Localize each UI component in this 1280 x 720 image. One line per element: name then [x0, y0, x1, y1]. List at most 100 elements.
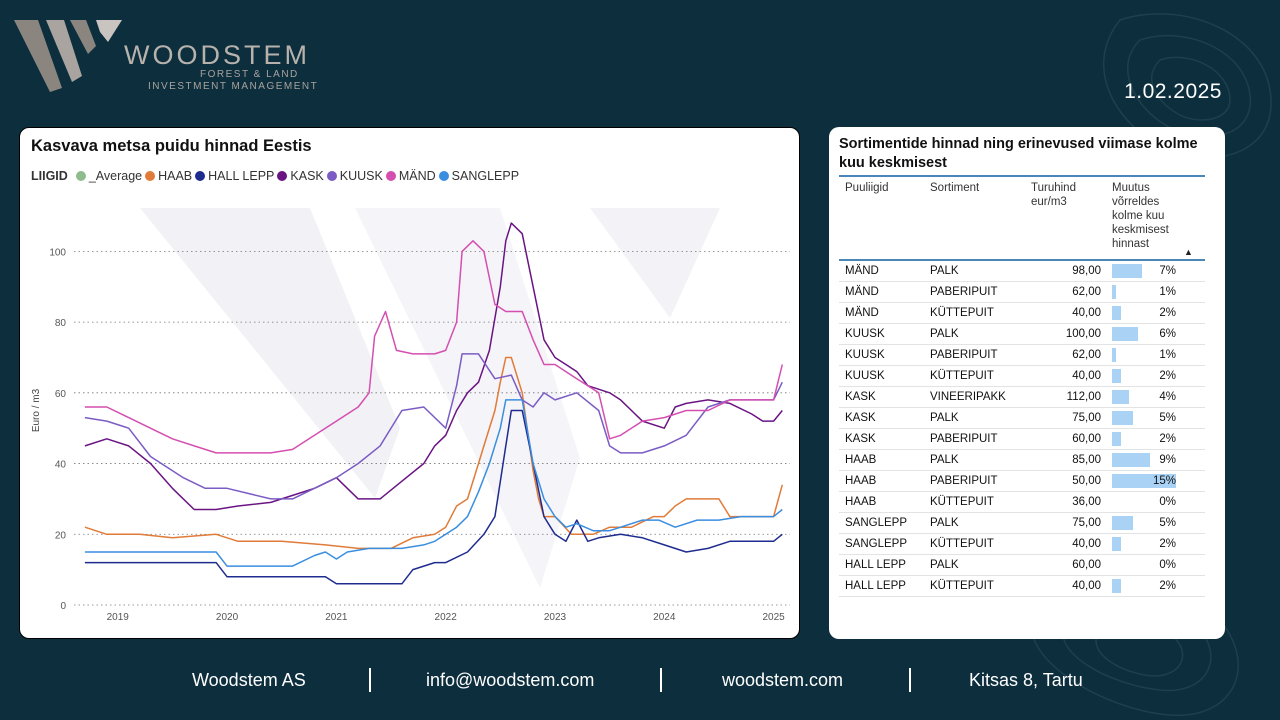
cell-assortment: KÜTTEPUIT: [930, 580, 994, 592]
cell-assortment: PALK: [930, 517, 959, 529]
cell-price: 75,00: [1072, 517, 1101, 529]
cell-assortment: PABERIPUIT: [930, 475, 998, 487]
legend-item[interactable]: SANGLEPP: [438, 169, 519, 183]
legend-label: MÄND: [398, 169, 436, 183]
table-row[interactable]: KUUSK KÜTTEPUIT 40,00 2%: [839, 366, 1205, 387]
table-row[interactable]: KUUSK PALK 100,00 6%: [839, 324, 1205, 345]
legend-label: HALL LEPP: [208, 169, 275, 183]
table-row[interactable]: MÄND KÜTTEPUIT 40,00 2%: [839, 303, 1205, 324]
table-row[interactable]: MÄND PALK 98,00 7%: [839, 261, 1205, 282]
change-bar: [1112, 264, 1142, 278]
cell-species: SANGLEPP: [845, 538, 907, 550]
footer-separator: [660, 668, 662, 692]
change-bar: [1112, 474, 1176, 488]
watermark-shape: [140, 208, 400, 498]
legend-marker: [326, 171, 337, 181]
legend-marker: [195, 171, 206, 181]
assortment-table-card: Sortimentide hinnad ning erinevused viim…: [829, 127, 1225, 639]
line-chart-svg: 0 20 40 60 80 100 Euro / m3 2019 2020 2021 2022 202…: [31, 208, 790, 623]
cell-assortment: PALK: [930, 454, 959, 466]
chart-legend: LIIGID _Average HAAB HALL LEPP KASK KUUSK MÄN…: [31, 169, 522, 183]
header-assortment[interactable]: Sortiment: [930, 182, 980, 194]
legend-item[interactable]: HAAB: [145, 169, 192, 183]
cell-price: 40,00: [1072, 370, 1101, 382]
series-line-kuusk: [84, 353, 783, 500]
footer-email-link[interactable]: info@woodstem.com: [426, 670, 595, 690]
legend-item[interactable]: HALL LEPP: [195, 169, 274, 183]
legend-title: LIIGID: [31, 169, 68, 183]
cell-species: SANGLEPP: [845, 517, 907, 529]
legend-item[interactable]: KASK: [277, 169, 324, 183]
table-row[interactable]: HALL LEPP KÜTTEPUIT 40,00 2%: [839, 576, 1205, 597]
header-change-line1: Muutus: [1112, 182, 1150, 194]
table-top-rule: [839, 175, 1205, 177]
cell-change: 2%: [1159, 538, 1176, 550]
table-row[interactable]: HAAB KÜTTEPUIT 36,00 0%: [839, 492, 1205, 513]
legend-marker: [385, 171, 396, 181]
table-row[interactable]: HALL LEPP PALK 60,00 0%: [839, 555, 1205, 576]
change-bar: [1112, 369, 1121, 383]
table-row[interactable]: KASK VINEERIPAKK 112,00 4%: [839, 387, 1205, 408]
watermark-shape: [355, 208, 580, 588]
table-row[interactable]: SANGLEPP KÜTTEPUIT 40,00 2%: [839, 534, 1205, 555]
change-bar: [1112, 327, 1138, 341]
y-tick-label: 0: [60, 601, 66, 612]
legend-marker: [438, 171, 449, 181]
legend-item[interactable]: MÄND: [385, 169, 436, 183]
y-tick-label: 100: [49, 247, 66, 258]
legend-label: _Average: [88, 169, 143, 183]
cell-species: KASK: [845, 412, 876, 424]
change-bar: [1112, 537, 1121, 551]
table-row[interactable]: KUUSK PABERIPUIT 62,00 1%: [839, 345, 1205, 366]
table-row[interactable]: KASK PALK 75,00 5%: [839, 408, 1205, 429]
legend-marker: [145, 171, 156, 181]
footer-address: Kitsas 8, Tartu: [969, 670, 1083, 690]
cell-species: KUUSK: [845, 370, 885, 382]
cell-species: MÄND: [845, 265, 879, 277]
cell-assortment: PABERIPUIT: [930, 349, 998, 361]
cell-assortment: KÜTTEPUIT: [930, 307, 994, 319]
table-body: MÄND PALK 98,00 7% MÄND PABERIPUIT 62,00 1% MÄND…: [839, 261, 1205, 597]
change-bar: [1112, 285, 1117, 299]
cell-change: 9%: [1159, 454, 1176, 466]
header-change-line4: keskmisest: [1112, 224, 1169, 236]
cell-species: MÄND: [845, 307, 879, 319]
legend-item[interactable]: _Average: [75, 169, 143, 183]
cell-price: 75,00: [1072, 412, 1101, 424]
header-change[interactable]: Muutus võrreldes kolme kuu keskmisest hi…: [1112, 181, 1169, 251]
x-tick-label: 2024: [653, 612, 676, 623]
table-row[interactable]: HAAB PABERIPUIT 50,00 15%: [839, 471, 1205, 492]
header-change-line5: hinnast: [1112, 238, 1150, 250]
logo-tagline-2: INVESTMENT MANAGEMENT: [148, 81, 319, 92]
x-tick-label: 2019: [107, 612, 130, 623]
header-change-line2: võrreldes: [1112, 196, 1160, 208]
cell-species: KUUSK: [845, 349, 885, 361]
sort-ascending-icon[interactable]: ▲: [1184, 247, 1193, 257]
y-axis-label: Euro / m3: [31, 388, 42, 432]
legend-item[interactable]: KUUSK: [326, 169, 383, 183]
cell-assortment: KÜTTEPUIT: [930, 370, 994, 382]
header-price[interactable]: Turuhind eur/m3: [1031, 181, 1076, 209]
cell-price: 62,00: [1072, 349, 1101, 361]
table-row[interactable]: MÄND PABERIPUIT 62,00 1%: [839, 282, 1205, 303]
table-row[interactable]: HAAB PALK 85,00 9%: [839, 450, 1205, 471]
header-species[interactable]: Puuliigid: [845, 182, 889, 194]
cell-price: 60,00: [1072, 559, 1101, 571]
y-tick-label: 40: [55, 460, 67, 471]
change-bar: [1112, 432, 1121, 446]
footer-website-link[interactable]: woodstem.com: [722, 670, 844, 690]
cell-species: HALL LEPP: [845, 580, 906, 592]
table-row[interactable]: KASK PABERIPUIT 60,00 2%: [839, 429, 1205, 450]
y-tick-label: 20: [55, 530, 67, 541]
table-row[interactable]: SANGLEPP PALK 75,00 5%: [839, 513, 1205, 534]
cell-price: 100,00: [1065, 328, 1101, 340]
cell-assortment: KÜTTEPUIT: [930, 538, 994, 550]
cell-species: KASK: [845, 433, 876, 445]
legend-marker: [75, 171, 86, 181]
cell-change: 1%: [1159, 349, 1176, 361]
series-line-sanglepp: [84, 399, 783, 567]
cell-change: 2%: [1159, 307, 1176, 319]
cell-assortment: PALK: [930, 328, 959, 340]
series-line-haab: [84, 356, 784, 550]
cell-change: 5%: [1159, 517, 1176, 529]
